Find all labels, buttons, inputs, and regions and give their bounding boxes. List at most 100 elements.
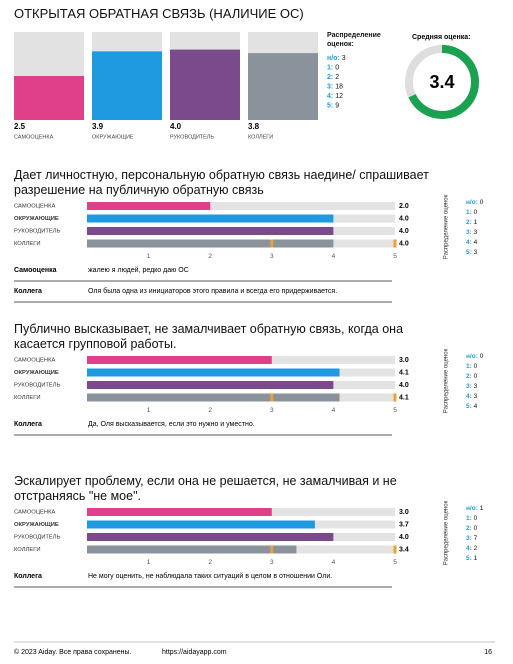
distribution-title: Распределение оценок (444, 348, 450, 413)
bar-background (87, 202, 395, 210)
value-label: 4.0 (399, 382, 409, 389)
distribution-item: 4: 4 (466, 239, 478, 246)
x-tick-label: 3 (270, 559, 274, 566)
row-label: САМООЦЕНКА (14, 358, 55, 364)
distribution-label: 2: (466, 525, 472, 532)
distribution-count: 0 (474, 525, 478, 532)
distribution-count: 0 (480, 199, 484, 206)
question-title: Публично высказывает, не замалчивает обр… (14, 322, 404, 351)
distribution-count: 0 (474, 515, 478, 522)
distribution-count: 0 (335, 64, 339, 71)
x-tick-label: 3 (270, 407, 274, 414)
distribution-label: 2: (327, 74, 333, 81)
comment-author: Самооценка (14, 267, 57, 274)
distribution-count: 12 (335, 93, 343, 100)
distribution-title: Распределение оценок (444, 500, 450, 565)
row-label: ОКРУЖАЮЩИЕ (14, 522, 59, 528)
colleague-range-marker (393, 239, 397, 248)
distribution-label: 3: (327, 83, 333, 90)
distribution-label: н/о: (466, 505, 478, 512)
distribution-label: 5: (327, 102, 333, 109)
x-tick-label: 1 (147, 559, 151, 566)
bar (87, 520, 315, 529)
comment-text: Оля была одна из инициаторов этого прави… (88, 287, 337, 295)
distribution-item: 5: 3 (466, 249, 478, 256)
column (92, 51, 162, 120)
distribution-count: 1 (474, 555, 478, 562)
value-label: 3.7 (399, 521, 409, 528)
comment-author: Коллега (14, 288, 42, 295)
distribution-label: н/о: (327, 55, 340, 62)
distribution-count: 1 (480, 505, 484, 512)
value-label: 4.1 (399, 394, 409, 401)
distribution-count: 9 (335, 102, 339, 109)
distribution-label: 3: (466, 535, 472, 542)
distribution-item: 5: 4 (466, 403, 478, 410)
x-tick-label: 2 (208, 407, 212, 414)
distribution-item: 2: 2 (327, 74, 339, 81)
value-label: 3.0 (399, 509, 409, 516)
colleague-range-marker (393, 545, 397, 554)
x-tick-label: 5 (393, 559, 397, 566)
row-label: РУКОВОДИТЕЛЬ (14, 229, 61, 235)
distribution-label: 1: (466, 209, 472, 216)
distribution-item: н/о: 1 (466, 505, 484, 512)
gauge-arc (405, 45, 479, 119)
distribution-item: н/о: 3 (327, 55, 346, 62)
bar (87, 227, 334, 235)
value-label: 4.0 (399, 228, 409, 235)
distribution-count: 0 (474, 363, 478, 370)
distribution-item: 1: 0 (327, 64, 339, 71)
distribution-count: 7 (474, 535, 478, 542)
x-tick-label: 3 (270, 253, 274, 260)
bar (87, 381, 334, 389)
distribution-item: 1: 0 (466, 209, 478, 216)
value-label: 3.0 (399, 357, 409, 364)
row-label: САМООЦЕНКА (14, 510, 55, 516)
distribution-label: 5: (466, 403, 472, 410)
column (14, 76, 84, 120)
distribution-item: 3: 7 (466, 535, 478, 542)
bar (87, 533, 334, 541)
colleague-range-marker (270, 393, 274, 402)
distribution-label: 2: (466, 219, 472, 226)
distribution-count: 2 (335, 74, 339, 81)
distribution-item: 5: 1 (466, 555, 478, 562)
footer-url: https://aidayapp.com (162, 649, 227, 656)
distribution-count: 3 (342, 55, 346, 62)
page-title: ОТКРЫТАЯ ОБРАТНАЯ СВЯЗЬ (НАЛИЧИЕ ОС) (14, 6, 304, 21)
distribution-label: 1: (466, 515, 472, 522)
distribution-label: 3: (466, 229, 472, 236)
bar (87, 214, 334, 223)
distribution-item: 1: 0 (466, 515, 478, 522)
row-label: РУКОВОДИТЕЛЬ (14, 383, 61, 389)
category-label: САМООЦЕНКА (14, 134, 54, 140)
distribution-title: Распределение оценок: (327, 32, 381, 48)
row-label: ОКРУЖАЮЩИЕ (14, 216, 59, 222)
value-label: 4.0 (170, 122, 182, 131)
distribution-label: 1: (466, 363, 472, 370)
comment-author: Коллега (14, 421, 42, 428)
bar (87, 368, 340, 377)
distribution-label: 2: (466, 373, 472, 380)
distribution-count: 4 (474, 403, 478, 410)
x-tick-label: 1 (147, 407, 151, 414)
distribution-item: 5: 9 (327, 102, 339, 109)
distribution-count: 3 (474, 383, 478, 390)
category-label: ОКРУЖАЮЩИЕ (92, 134, 134, 140)
distribution-count: 3 (474, 249, 478, 256)
bar (87, 202, 211, 210)
x-tick-label: 5 (393, 253, 397, 260)
distribution-label: 4: (466, 545, 472, 552)
distribution-item: 3: 18 (327, 83, 343, 90)
distribution-label: 4: (327, 93, 333, 100)
row-label: КОЛЛЕГИ (14, 547, 41, 553)
bar (87, 545, 297, 554)
row-label: КОЛЛЕГИ (14, 241, 41, 247)
gauge-title: Средняя оценка: (412, 34, 470, 41)
colleague-range-marker (270, 545, 274, 554)
value-label: 2.0 (399, 203, 409, 210)
x-tick-label: 4 (332, 559, 336, 566)
distribution-item: 2: 0 (466, 373, 478, 380)
question-title: Дает личностную, персональную обратную с… (14, 168, 429, 197)
